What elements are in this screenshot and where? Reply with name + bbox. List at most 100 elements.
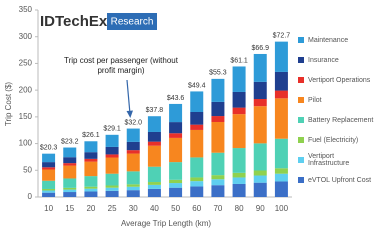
legend-swatch (298, 117, 304, 123)
x-tick-label: 30 (129, 204, 138, 213)
bar-label: $29.1 (103, 126, 121, 133)
bar-segment (126, 150, 140, 154)
legend-item: Fuel (Electricity) (298, 130, 374, 150)
bar-segment (169, 179, 183, 184)
bar-segment (63, 147, 77, 158)
bar-segment (274, 181, 288, 197)
bar-segment (84, 191, 98, 197)
bar-segment (147, 131, 161, 142)
bar-segment (232, 148, 246, 173)
bar-segment (169, 103, 183, 123)
x-tick-label: 50 (171, 204, 180, 213)
bar-segment (126, 128, 140, 142)
bar-label: $43.6 (167, 95, 185, 102)
x-tick-label: 25 (108, 204, 117, 213)
bar-segment (232, 66, 246, 92)
bar-segment (211, 152, 225, 176)
bar-segment (63, 187, 77, 190)
bar-segment (63, 163, 77, 166)
bar-segment (190, 124, 204, 130)
bar-label: $23.2 (61, 138, 79, 145)
legend-swatch (298, 37, 304, 43)
bar-segment (274, 41, 288, 72)
bar-segment (274, 71, 288, 91)
bar-segment (253, 175, 267, 183)
bar-label: $66.9 (251, 45, 269, 52)
bar-segment (63, 189, 77, 193)
y-axis-title: Trip Cost ($) (4, 82, 13, 126)
bar-segment (147, 145, 161, 167)
bar-segment (42, 169, 56, 181)
legend-label: Battery Replacement (308, 116, 374, 124)
bar-label: $26.1 (82, 132, 100, 139)
legend-swatch (298, 157, 304, 163)
legend-item: eVTOL Upfront Cost (298, 170, 374, 190)
bar-segment (211, 101, 225, 117)
bar-segment (105, 173, 119, 186)
bar-segment (190, 181, 204, 187)
bar-segment (63, 178, 77, 188)
bar-segment (253, 106, 267, 144)
bar-segment (211, 179, 225, 186)
bar-segment (42, 190, 56, 193)
bar-segment (211, 121, 225, 153)
bar-segment (274, 173, 288, 182)
legend-item: Vertiport Operations (298, 70, 374, 90)
bar-label: $20.3 (40, 145, 58, 152)
bar-segment (84, 141, 98, 153)
legend-swatch (298, 97, 304, 103)
bar-segment (42, 180, 56, 189)
legend-swatch (298, 77, 304, 83)
y-tick-label: 50 (23, 165, 32, 174)
x-tick-label: 100 (275, 204, 289, 213)
legend-item: Insurance (298, 50, 374, 70)
bar-segment (211, 116, 225, 122)
legend-label: Pilot (308, 96, 322, 104)
bar-segment (211, 175, 225, 180)
bar-segment (42, 188, 56, 191)
bar-segment (190, 177, 204, 182)
legend-label: Maintenance (308, 36, 349, 44)
bar-segment (147, 182, 161, 185)
bar-segment (253, 170, 267, 176)
bar-segment (253, 182, 267, 197)
legend-label: Vertiport Infrastructure (308, 153, 350, 167)
bar-segment (211, 185, 225, 197)
bar-label: $72.7 (273, 32, 291, 39)
bar-segment (84, 161, 98, 177)
bar-segment (42, 192, 56, 197)
x-tick-label: 20 (86, 204, 95, 213)
bar-segment (105, 185, 119, 188)
legend-item: Maintenance (298, 30, 374, 50)
bar-segment (84, 186, 98, 189)
bar-segment (84, 188, 98, 192)
bar-label: $55.3 (209, 70, 227, 77)
annotation: Trip cost per passenger (without profit … (64, 56, 178, 75)
bar-label: $32.0 (124, 119, 142, 126)
y-tick-label: 150 (19, 112, 33, 121)
bar-segment (126, 186, 140, 191)
bar-segment (274, 98, 288, 139)
x-tick-label: 70 (213, 204, 222, 213)
bar-segment (84, 176, 98, 187)
bar-segment (126, 153, 140, 172)
bar-segment (63, 165, 77, 179)
x-tick-label: 15 (65, 204, 74, 213)
bar-segment (232, 91, 246, 108)
bar-segment (84, 152, 98, 159)
x-tick-label: 60 (192, 204, 201, 213)
legend-label: Vertiport Operations (308, 76, 371, 84)
bar-segment (126, 184, 140, 187)
bar-segment (169, 183, 183, 188)
bar-segment (42, 153, 56, 163)
legend-swatch (298, 177, 304, 183)
bar-segment (147, 184, 161, 189)
bar-segment (126, 190, 140, 197)
bar-segment (274, 138, 288, 169)
bar-segment (211, 78, 225, 102)
x-tick-label: 40 (150, 204, 159, 213)
bar-segment (105, 154, 119, 158)
bar-segment (126, 171, 140, 185)
bar-segment (63, 192, 77, 197)
